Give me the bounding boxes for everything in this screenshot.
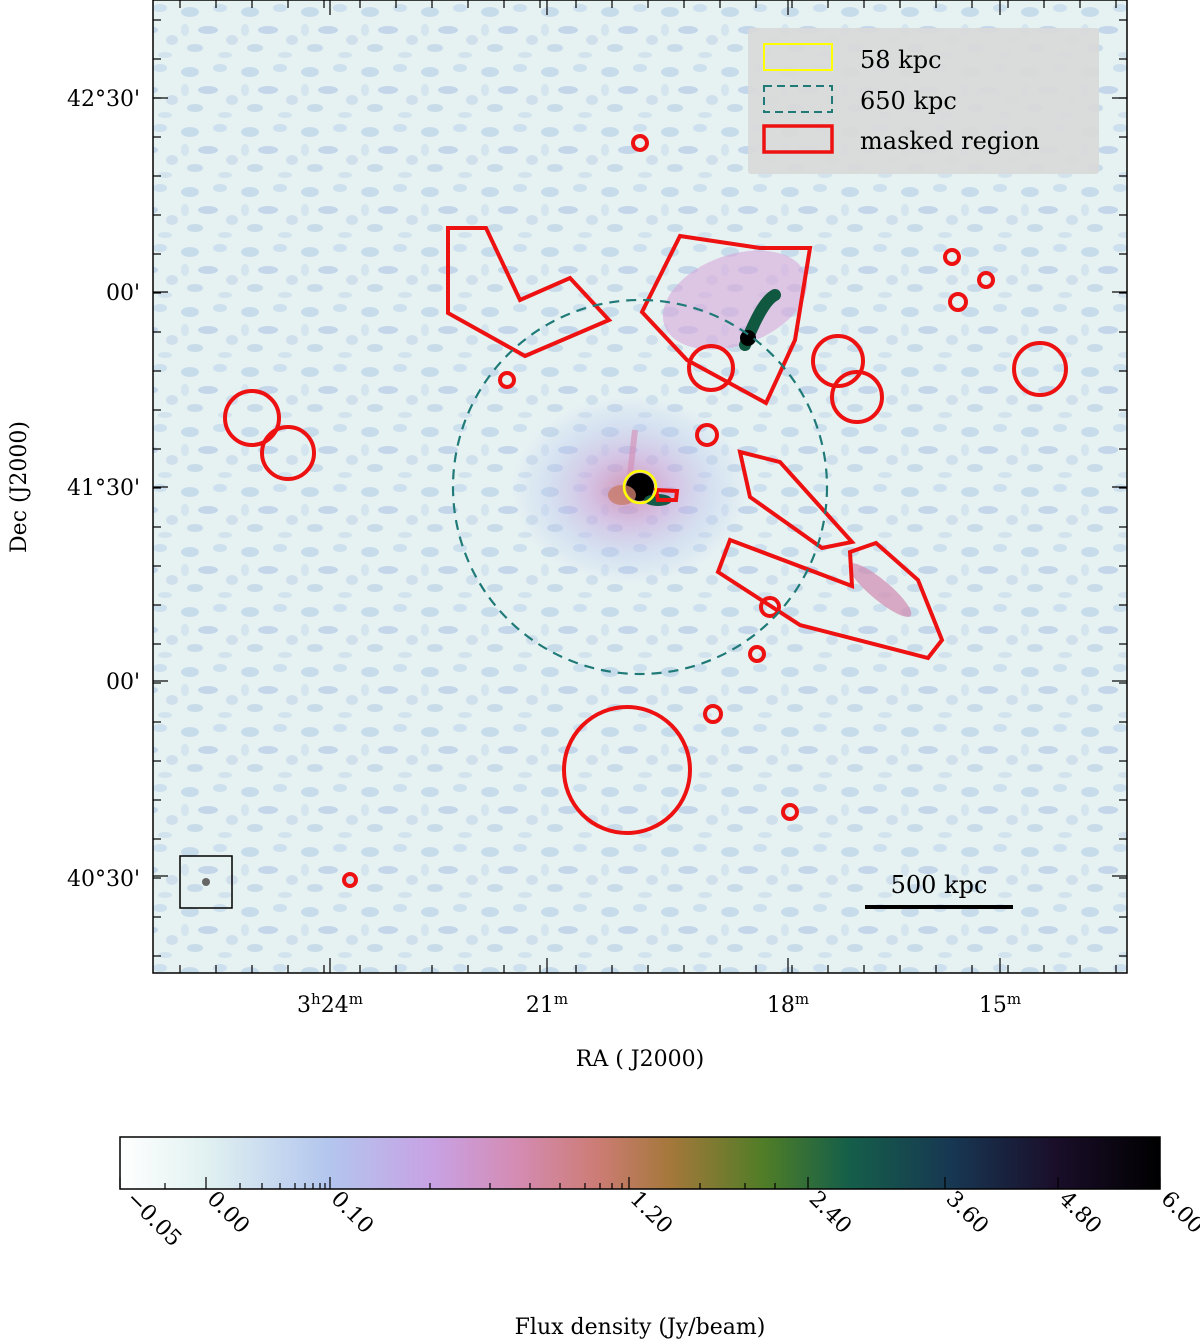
ra-tick-label: 15m xyxy=(979,990,1021,1018)
legend-swatch-mask xyxy=(762,124,834,154)
scale-bar: 500 kpc xyxy=(865,871,1013,909)
legend: 58 kpc 650 kpc masked region xyxy=(748,28,1099,174)
ra-tick-label: 3h24m xyxy=(297,990,363,1018)
scale-bar-label: 500 kpc xyxy=(891,871,988,899)
colorbar-title: Flux density (Jy/beam) xyxy=(515,1315,766,1340)
dec-tick-label: 00' xyxy=(106,670,140,695)
dec-tick-label: 41°30' xyxy=(67,476,140,501)
colorbar-gradient xyxy=(119,1136,1161,1190)
colorbar: −0.05 0.00 0.10 1.20 2.40 3.60 4.80 6.00… xyxy=(119,1136,1200,1340)
masked-regions xyxy=(223,134,1068,888)
colorbar-tick-label: 0.00 xyxy=(202,1187,254,1239)
x-axis-title: RA ( J2000) xyxy=(576,1047,704,1072)
legend-swatch-650kpc xyxy=(763,85,833,113)
legend-swatch-58kpc xyxy=(763,43,833,71)
dec-tick-label: 42°30' xyxy=(67,87,140,112)
inner-58kpc-circle xyxy=(622,469,658,505)
colorbar-tick-label: 1.20 xyxy=(625,1187,677,1239)
legend-label-650kpc: 650 kpc xyxy=(860,87,957,115)
colorbar-ticks xyxy=(119,1177,1161,1189)
colorbar-tick-label: −0.05 xyxy=(121,1187,186,1252)
legend-label-58kpc: 58 kpc xyxy=(860,46,942,74)
dec-tick-labels: 42°30' 00' 41°30' 00' 40°30' xyxy=(67,87,140,892)
dec-tick-label: 40°30' xyxy=(67,867,140,892)
colorbar-tick-label: 3.60 xyxy=(941,1187,993,1239)
colorbar-tick-label: 2.40 xyxy=(804,1187,856,1239)
colorbar-tick-label: 6.00 xyxy=(1156,1187,1200,1239)
colorbar-tick-label: 4.80 xyxy=(1054,1187,1106,1239)
y-axis-title: Dec (J2000) xyxy=(7,421,32,553)
axis-ticks xyxy=(153,0,1127,973)
outer-650kpc-circle xyxy=(451,298,829,676)
ra-tick-labels: 3h24m 21m 18m 15m xyxy=(297,990,1021,1018)
legend-label-mask: masked region xyxy=(860,127,1040,155)
colorbar-tick-label: 0.10 xyxy=(326,1187,378,1239)
ra-tick-label: 21m xyxy=(526,990,568,1018)
beam-indicator xyxy=(179,855,233,909)
ra-tick-label: 18m xyxy=(767,990,809,1018)
dec-tick-label: 00' xyxy=(106,281,140,306)
